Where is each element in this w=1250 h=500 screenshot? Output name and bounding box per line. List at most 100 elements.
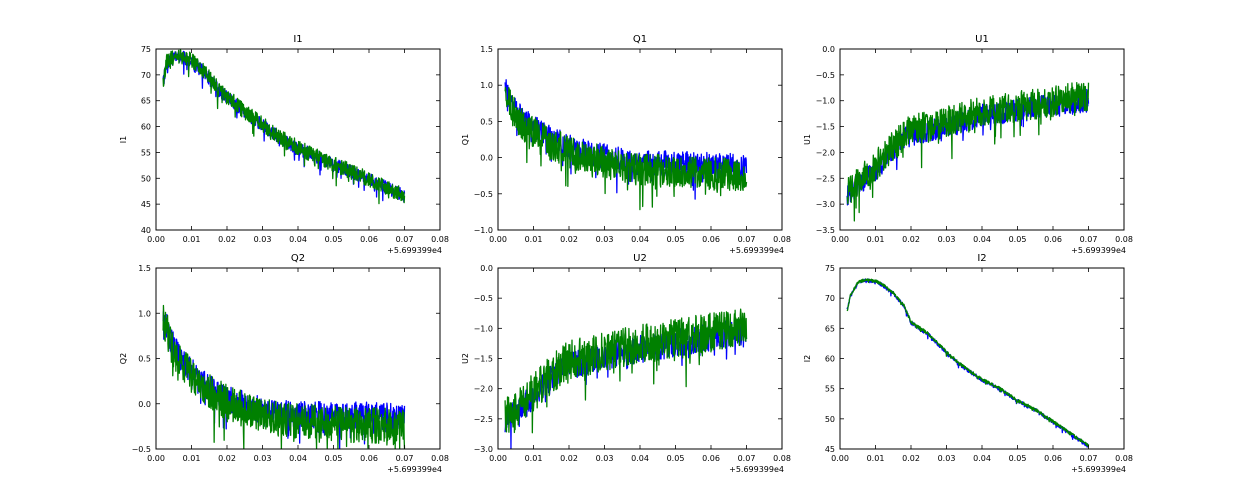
x-tick-label: 0.06 [1044,454,1062,463]
y-axis-label: Q2 [119,353,128,364]
x-tick-label: 0.00 [489,454,507,463]
y-tick-label: 0.0 [480,264,493,273]
subplot-title: Q2 [291,253,305,264]
x-tick-label: 0.05 [667,235,685,244]
y-tick-label: 1.5 [480,45,493,54]
subplot-2: 0.00 0.01 0.02 0.03 0.04 0.05 0.06 0.07 0.08 −3.5… [803,34,1133,255]
y-tick-label: −2.5 [474,415,493,424]
x-tick-label: 0.02 [902,235,920,244]
x-tick-label: 0.04 [631,454,649,463]
y-tick-label: 50 [825,415,835,424]
subplot-1: 0.00 0.01 0.02 0.03 0.04 0.05 0.06 0.07 0.08 −1.0… [461,34,791,255]
y-tick-label: −1.5 [474,355,493,364]
y-tick-label: 45 [825,445,835,454]
x-tick-label: 0.01 [867,454,885,463]
x-tick-label: 0.04 [973,235,991,244]
y-tick-label: 0.0 [822,45,835,54]
y-tick-label: −3.5 [816,226,835,235]
x-tick-label: 0.02 [218,235,236,244]
x-tick-label: 0.07 [396,235,414,244]
subplot-0: 0.00 0.01 0.02 0.03 0.04 0.05 0.06 0.07 0.08 40 45… [119,34,449,255]
y-tick-label: −1.0 [816,97,835,106]
plot-frame [839,48,1125,231]
x-tick-label: 0.08 [773,454,791,463]
x-tick-label: 0.08 [431,235,449,244]
y-tick-label: 65 [141,97,151,106]
y-tick-label: 60 [825,355,835,364]
plot-area [846,81,1090,222]
y-tick-label: −2.0 [474,385,493,394]
x-tick-label: 0.01 [183,454,201,463]
x-tick-label: 0.06 [360,235,378,244]
x-tick-label: 0.01 [525,454,543,463]
x-tick-label: 0.01 [867,235,885,244]
plot-frame [839,267,1125,450]
x-tick-label: 0.02 [560,235,578,244]
x-offset-label: +5.699399e4 [1071,246,1126,255]
y-tick-label: 1.0 [138,309,151,318]
x-tick-label: 0.00 [489,235,507,244]
x-tick-label: 0.03 [596,454,614,463]
plot-frame [155,48,441,231]
series-line-1 [504,86,748,211]
series-line-1 [162,304,406,450]
x-tick-label: 0.01 [525,235,543,244]
y-axis-label: I2 [803,355,812,362]
x-tick-label: 0.06 [360,454,378,463]
x-offset-label: +5.699399e4 [387,465,442,474]
series-line-1 [162,48,406,205]
x-tick-label: 0.00 [147,235,165,244]
x-tick-label: 0.07 [738,235,756,244]
y-tick-label: 75 [141,45,151,54]
x-tick-label: 0.04 [631,235,649,244]
x-tick-label: 0.02 [218,454,236,463]
y-tick-label: −1.0 [474,324,493,333]
series-line-1 [846,81,1090,222]
x-tick-label: 0.06 [1044,235,1062,244]
x-tick-label: 0.05 [667,454,685,463]
y-tick-label: 0.5 [480,117,493,126]
y-tick-label: 70 [141,71,151,80]
x-tick-label: 0.07 [1080,454,1098,463]
x-tick-label: 0.03 [254,454,272,463]
y-tick-label: 55 [141,148,151,157]
x-tick-label: 0.08 [773,235,791,244]
x-tick-label: 0.06 [702,454,720,463]
x-offset-label: +5.699399e4 [1071,465,1126,474]
x-tick-label: 0.08 [1115,235,1133,244]
y-tick-label: −0.5 [474,294,493,303]
series-line-1 [846,278,1090,448]
x-offset-label: +5.699399e4 [387,246,442,255]
y-tick-label: 0.5 [138,355,151,364]
y-axis-label: Q1 [461,134,470,145]
y-tick-label: 0.0 [480,154,493,163]
y-tick-label: 60 [141,123,151,132]
x-tick-label: 0.02 [902,454,920,463]
subplot-title: Q1 [633,34,647,45]
x-tick-label: 0.00 [831,235,849,244]
x-tick-label: 0.06 [702,235,720,244]
x-tick-label: 0.05 [325,454,343,463]
x-offset-label: +5.699399e4 [729,465,784,474]
y-tick-label: 1.5 [138,264,151,273]
plot-area [162,48,406,205]
plot-frame [497,267,783,450]
x-tick-label: 0.07 [1080,235,1098,244]
x-offset-label: +5.699399e4 [729,246,784,255]
x-tick-label: 0.04 [289,454,307,463]
subplot-title: I2 [977,253,986,264]
subplot-4: 0.00 0.01 0.02 0.03 0.04 0.05 0.06 0.07 0.08 −3.0… [461,253,791,474]
y-tick-label: −3.0 [816,200,835,209]
x-tick-label: 0.05 [1009,235,1027,244]
x-tick-label: 0.03 [596,235,614,244]
plot-area [162,304,406,450]
plot-area [504,308,748,450]
subplot-5: 0.00 0.01 0.02 0.03 0.04 0.05 0.06 0.07 0.08 45 50… [803,253,1133,474]
x-tick-label: 0.03 [254,235,272,244]
y-tick-label: 1.0 [480,81,493,90]
y-tick-label: 0.0 [138,400,151,409]
y-tick-label: 55 [825,385,835,394]
y-tick-label: −1.5 [816,123,835,132]
plot-area [504,79,748,211]
